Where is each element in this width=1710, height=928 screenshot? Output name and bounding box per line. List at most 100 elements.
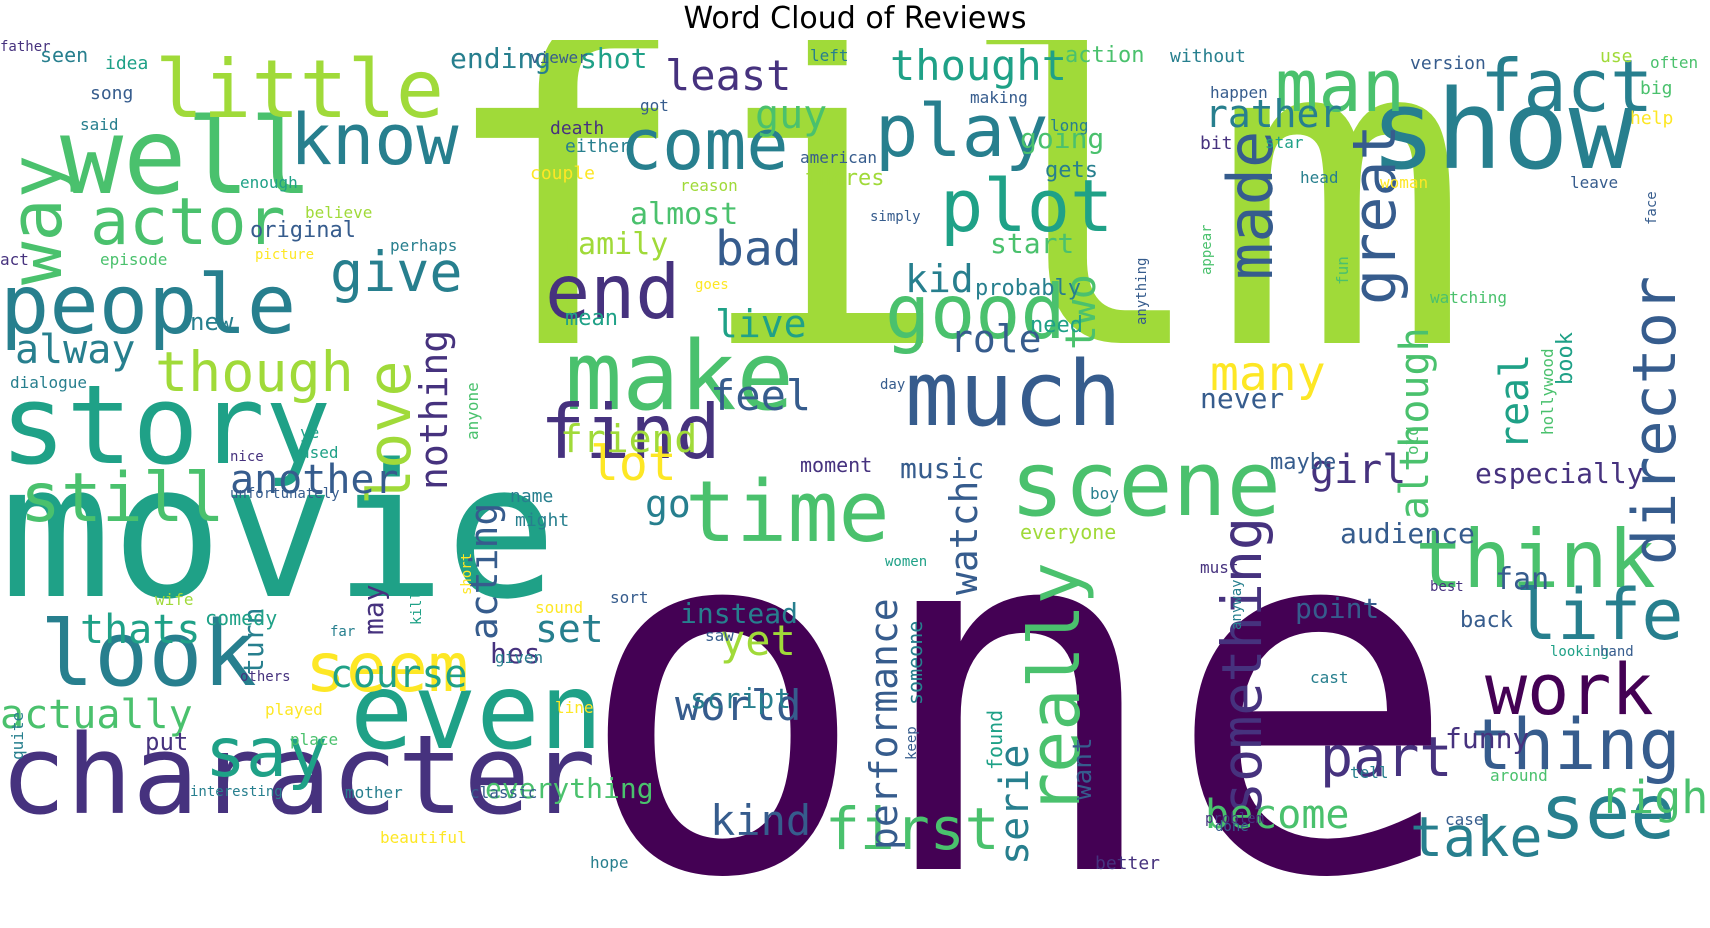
word-idea: idea (105, 53, 149, 74)
word-gets: gets (1045, 158, 1098, 183)
word-world: world (675, 681, 802, 730)
word-enough: enough (240, 173, 298, 192)
chart-title: Word Cloud of Reviews (683, 1, 1027, 36)
word-script: script (690, 682, 792, 715)
word-well: well (60, 96, 313, 218)
word-least: least (665, 51, 792, 100)
word-thats: thats (80, 607, 201, 653)
word-someone: someone (903, 620, 927, 705)
word-better: better (1095, 853, 1161, 874)
word-moment: moment (800, 453, 873, 477)
word-many: many (1210, 346, 1326, 402)
word-use: use (1600, 46, 1633, 67)
word-star: star (1265, 133, 1304, 152)
word-mother: mother (345, 783, 403, 802)
word-actor: actor (90, 185, 286, 260)
word-father: father (0, 40, 51, 55)
word-end: end (545, 248, 681, 336)
word-almost: almost (630, 197, 739, 232)
word-goes: goes (695, 277, 729, 293)
word-director: director (1620, 276, 1690, 565)
word-much: much (905, 342, 1122, 447)
word-making: making (970, 88, 1028, 107)
word-american: american (800, 148, 878, 167)
word-best: best (1430, 579, 1464, 595)
word-name: name (510, 486, 554, 507)
word-cloud: film one movie character show even scene make mu… (0, 40, 1710, 928)
word-watching: watching (1430, 288, 1508, 307)
word-book: book (1553, 332, 1578, 385)
word-hope: hope (590, 853, 629, 872)
word-sound: sound (535, 598, 584, 617)
word-one: one (575, 414, 1461, 928)
word-girl: girl (1310, 447, 1407, 493)
word-performance: performance (862, 598, 906, 850)
word-episode: episode (100, 250, 168, 269)
word-take: take (1410, 805, 1543, 869)
word-may: may (357, 584, 390, 635)
word-line: line (555, 698, 594, 717)
word-version: version (1410, 53, 1486, 74)
word-anyway: anyway (1229, 579, 1245, 630)
word-hand: hand (1600, 644, 1634, 660)
word-role: role (950, 317, 1042, 361)
word-ye: ye (300, 423, 320, 442)
word-even: even (350, 651, 603, 773)
word-problem: problem (1205, 811, 1265, 827)
word-man: man (1275, 44, 1406, 128)
word-death: death (550, 118, 605, 139)
word-go: go (645, 482, 691, 526)
word-sort: sort (610, 588, 649, 607)
word-although: although (1392, 327, 1438, 520)
word-real: real (1492, 353, 1538, 450)
word-tell: tell (1350, 763, 1389, 782)
word-find: find (540, 388, 721, 476)
word-play: play (875, 89, 1049, 173)
word-become: become (1205, 792, 1350, 838)
word-picture: picture (255, 247, 315, 263)
word-bit: bit (1200, 133, 1233, 154)
word-feel: feel (710, 371, 812, 420)
word-often: often (1650, 53, 1699, 72)
word-still: still (20, 459, 225, 538)
word-never: never (1200, 382, 1285, 415)
word-everything: everything (485, 772, 654, 805)
word-case: case (1445, 810, 1484, 829)
word-watch: watch (942, 480, 986, 595)
word-head: head (1300, 168, 1339, 187)
word-rather: rather (1205, 92, 1343, 136)
word-back: back (1460, 608, 1513, 633)
word-point: point (1295, 592, 1380, 625)
word-come: come (620, 104, 789, 186)
word-funny: funny (1445, 722, 1530, 755)
word-done: done (1215, 819, 1249, 835)
word-want: want (1068, 737, 1098, 800)
word-look: look (40, 602, 257, 707)
word-fun: fun (1333, 256, 1352, 285)
word-bad: bad (715, 221, 802, 277)
word-work: work (1485, 649, 1654, 731)
word-think: think (1415, 513, 1656, 606)
word-see: see (1540, 768, 1676, 856)
word-friend: friend (560, 417, 698, 461)
word-life: life (1515, 574, 1684, 656)
word-left: left (810, 46, 849, 65)
word-without: without (1170, 46, 1246, 67)
word-played: played (265, 700, 323, 719)
word-character: character (0, 711, 597, 839)
word-women: women (885, 554, 928, 570)
word-found: found (983, 709, 1007, 770)
word-actually: actually (0, 692, 193, 738)
word-kid: kid (905, 257, 974, 301)
word-kind: kind (710, 796, 812, 845)
word-either: either (565, 136, 631, 157)
word-classic: classic (470, 783, 538, 802)
word-film: film (435, 40, 1471, 445)
word-got: got (640, 96, 669, 115)
word-place: place (290, 730, 339, 749)
word-theres: theres (805, 166, 885, 191)
word-given: given (495, 648, 544, 667)
word-woman: woman (1380, 173, 1429, 192)
word-looking: looking (1550, 644, 1610, 660)
word-hollywood: hollywood (1538, 348, 1557, 435)
